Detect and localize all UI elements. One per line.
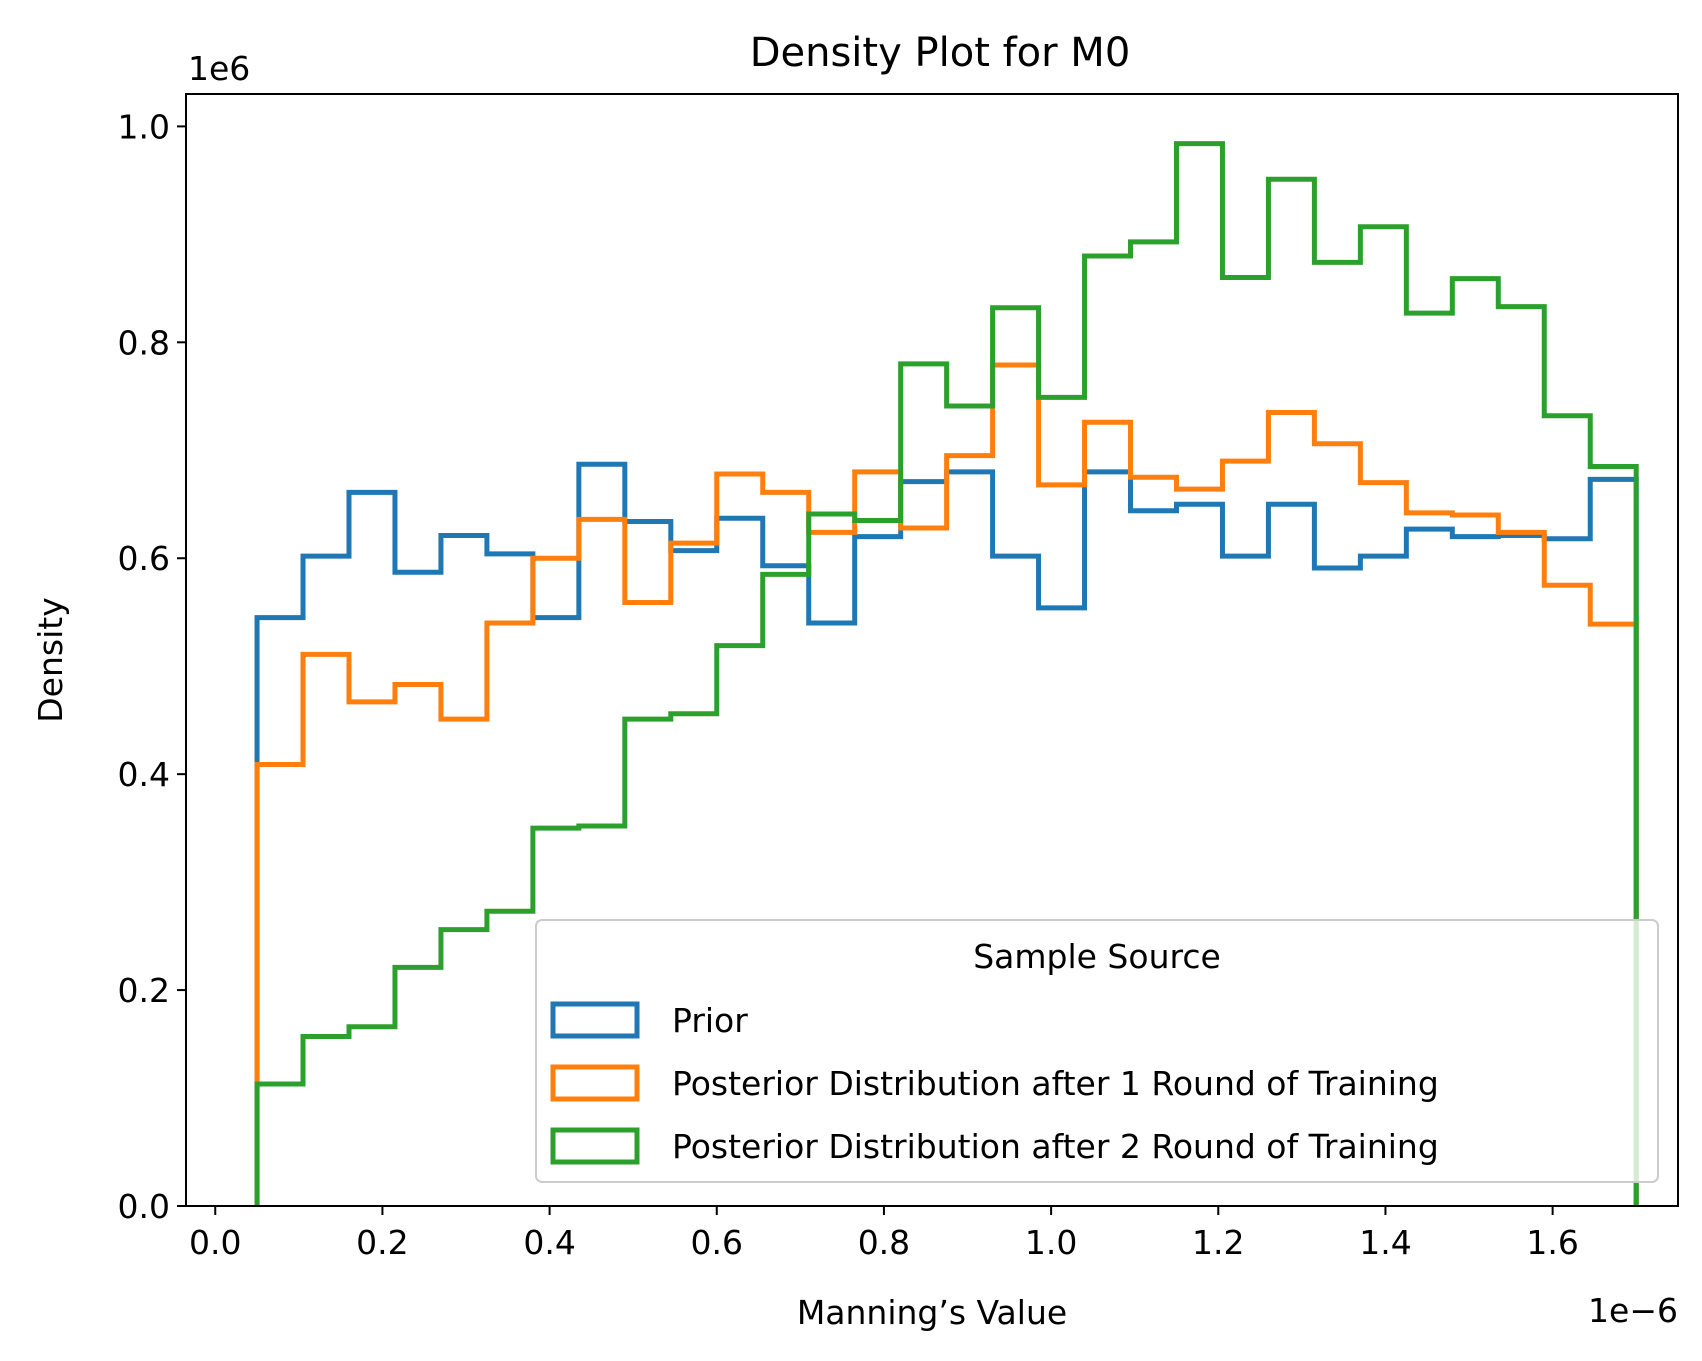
x-tick-label: 1.2 bbox=[1192, 1223, 1244, 1262]
legend-entries: Prior Posterior Distribution after 1 Roun… bbox=[550, 1001, 1439, 1166]
x-axis-title: Manning’s Value bbox=[797, 1293, 1067, 1332]
x-axis: 0.0 0.2 0.4 0.6 0.8 1.0 1.2 1.4 1.6 bbox=[189, 1206, 1579, 1262]
legend-label-3: Posterior Distribution after 2 Round of … bbox=[672, 1127, 1439, 1166]
y-tick-label: 0.8 bbox=[118, 323, 170, 362]
x-tick-label: 0.6 bbox=[691, 1223, 743, 1262]
legend-frame bbox=[535, 919, 1659, 1183]
x-tick-label: 0.2 bbox=[356, 1223, 408, 1262]
series-line-2 bbox=[254, 362, 1639, 1206]
y-tick-label: 1.0 bbox=[118, 107, 170, 146]
legend-swatch-3 bbox=[550, 1127, 640, 1165]
x-tick-label: 1.0 bbox=[1025, 1223, 1077, 1262]
x-tick-label: 0.4 bbox=[523, 1223, 575, 1262]
legend-label-1: Prior bbox=[672, 1001, 748, 1040]
y-axis-title: Density bbox=[31, 597, 70, 722]
y-tick-label: 0.6 bbox=[118, 539, 170, 578]
y-axis: 0.0 0.2 0.4 0.6 0.8 1.0 bbox=[118, 107, 186, 1226]
x-tick-label: 0.0 bbox=[189, 1223, 241, 1262]
x-tick-label: 1.6 bbox=[1526, 1223, 1578, 1262]
x-tick-label: 1.4 bbox=[1359, 1223, 1411, 1262]
y-offset-text: 1e6 bbox=[188, 49, 250, 88]
legend: Sample Source Prior Posterior Distributio… bbox=[535, 919, 1659, 1183]
series-line-3 bbox=[254, 141, 1639, 1206]
x-tick-label: 0.8 bbox=[858, 1223, 910, 1262]
legend-swatch-2 bbox=[550, 1064, 640, 1102]
y-tick-label: 0.4 bbox=[118, 755, 170, 794]
legend-swatch-1 bbox=[550, 1001, 640, 1039]
x-offset-text: 1e−6 bbox=[1588, 1291, 1678, 1330]
legend-label-2: Posterior Distribution after 1 Round of … bbox=[672, 1064, 1439, 1103]
legend-title: Sample Source bbox=[973, 937, 1221, 976]
y-tick-label: 0.2 bbox=[118, 971, 170, 1010]
series-layer bbox=[254, 141, 1639, 1206]
chart-title: Density Plot for M0 bbox=[750, 30, 1131, 76]
y-tick-label: 0.0 bbox=[118, 1187, 170, 1226]
plot-frame bbox=[185, 93, 1679, 1207]
